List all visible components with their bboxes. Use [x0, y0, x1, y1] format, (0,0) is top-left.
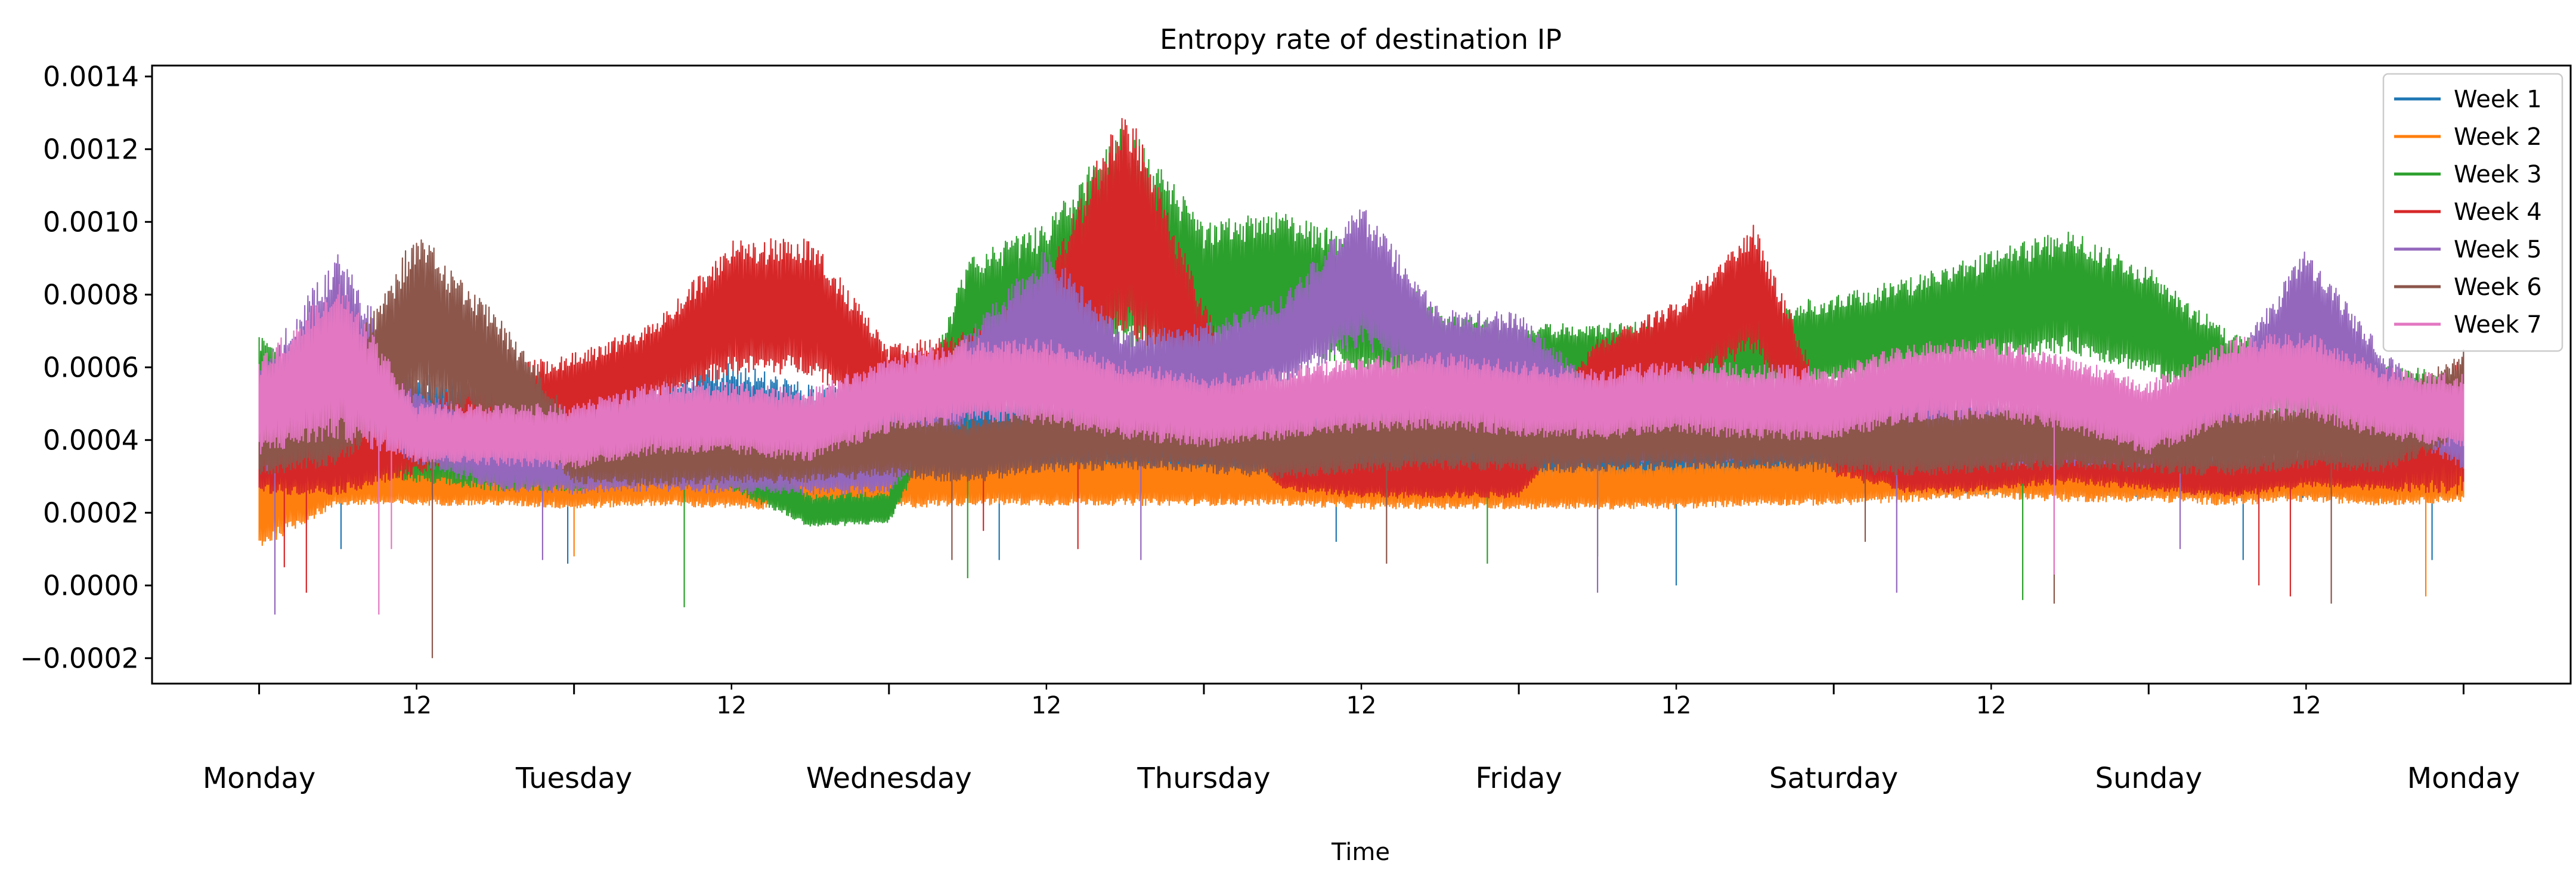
y-tick-label: 0.0000 [43, 569, 139, 601]
x-minor-tick-label: 12 [1661, 692, 1692, 719]
legend-item: Week 2 [2394, 123, 2542, 151]
series-trace [258, 239, 2464, 659]
series-week-6 [258, 239, 2464, 659]
legend-label: Week 3 [2454, 161, 2542, 188]
y-tick-label: 0.0004 [43, 424, 139, 456]
x-major-tick-label: Thursday [1137, 762, 1270, 795]
legend-label: Week 1 [2454, 86, 2542, 113]
y-tick-label: 0.0006 [43, 351, 139, 383]
legend-label: Week 2 [2454, 123, 2542, 151]
x-major-tick-label: Monday [203, 762, 316, 795]
legend-label: Week 7 [2454, 311, 2542, 339]
x-major-tick-label: Friday [1475, 762, 1562, 795]
x-major-tick-label: Tuesday [515, 762, 632, 795]
x-major-tick-label: Wednesday [806, 762, 972, 795]
y-tick-label: 0.0008 [43, 278, 139, 311]
legend: Week 1 Week 2 Week 3 Week 4 Week 5 Week 6 Week… [2382, 73, 2563, 352]
series-week-5 [258, 209, 2464, 615]
legend-item: Week 3 [2394, 161, 2542, 188]
y-tick-label: 0.0014 [43, 60, 139, 92]
chart-title: Entropy rate of destination IP [1160, 23, 1562, 55]
legend-label: Week 4 [2454, 198, 2542, 226]
x-minor-tick-label: 12 [1976, 692, 2007, 719]
y-axis: −0.0002 0.0000 0.0002 0.0004 0.0006 0.0008 0.0… [20, 60, 152, 674]
x-major-tick-label: Monday [2407, 762, 2521, 795]
legend-item: Week 6 [2394, 274, 2542, 301]
x-major-tick-label: Sunday [2095, 762, 2203, 795]
x-minor-tick-label: 12 [1031, 692, 1061, 719]
x-minor-tick-label: 12 [2291, 692, 2321, 719]
x-major-tick-label: Saturday [1769, 762, 1898, 795]
x-axis: 12 12 12 12 12 12 12 Monday Tuesday Wednesday Thur… [203, 684, 2520, 795]
legend-item: Week 5 [2394, 236, 2542, 263]
x-axis-label: Time [1331, 839, 1390, 866]
legend-label: Week 5 [2454, 236, 2542, 263]
y-tick-label: −0.0002 [20, 642, 140, 674]
x-minor-tick-label: 12 [401, 692, 432, 719]
plot-area [258, 117, 2464, 659]
x-minor-tick-label: 12 [1346, 692, 1377, 719]
legend-item: Week 1 [2394, 86, 2542, 113]
legend-box [2382, 73, 2563, 352]
y-tick-label: 0.0002 [43, 496, 139, 529]
series-trace [258, 209, 2464, 615]
x-minor-tick-label: 12 [716, 692, 747, 719]
legend-label: Week 6 [2454, 274, 2542, 301]
legend-item: Week 7 [2394, 311, 2542, 339]
legend-item: Week 4 [2394, 198, 2542, 226]
series-trace [258, 284, 2464, 615]
y-tick-label: 0.0010 [43, 206, 139, 238]
y-tick-label: 0.0012 [43, 133, 139, 165]
series-week-7 [258, 284, 2464, 615]
